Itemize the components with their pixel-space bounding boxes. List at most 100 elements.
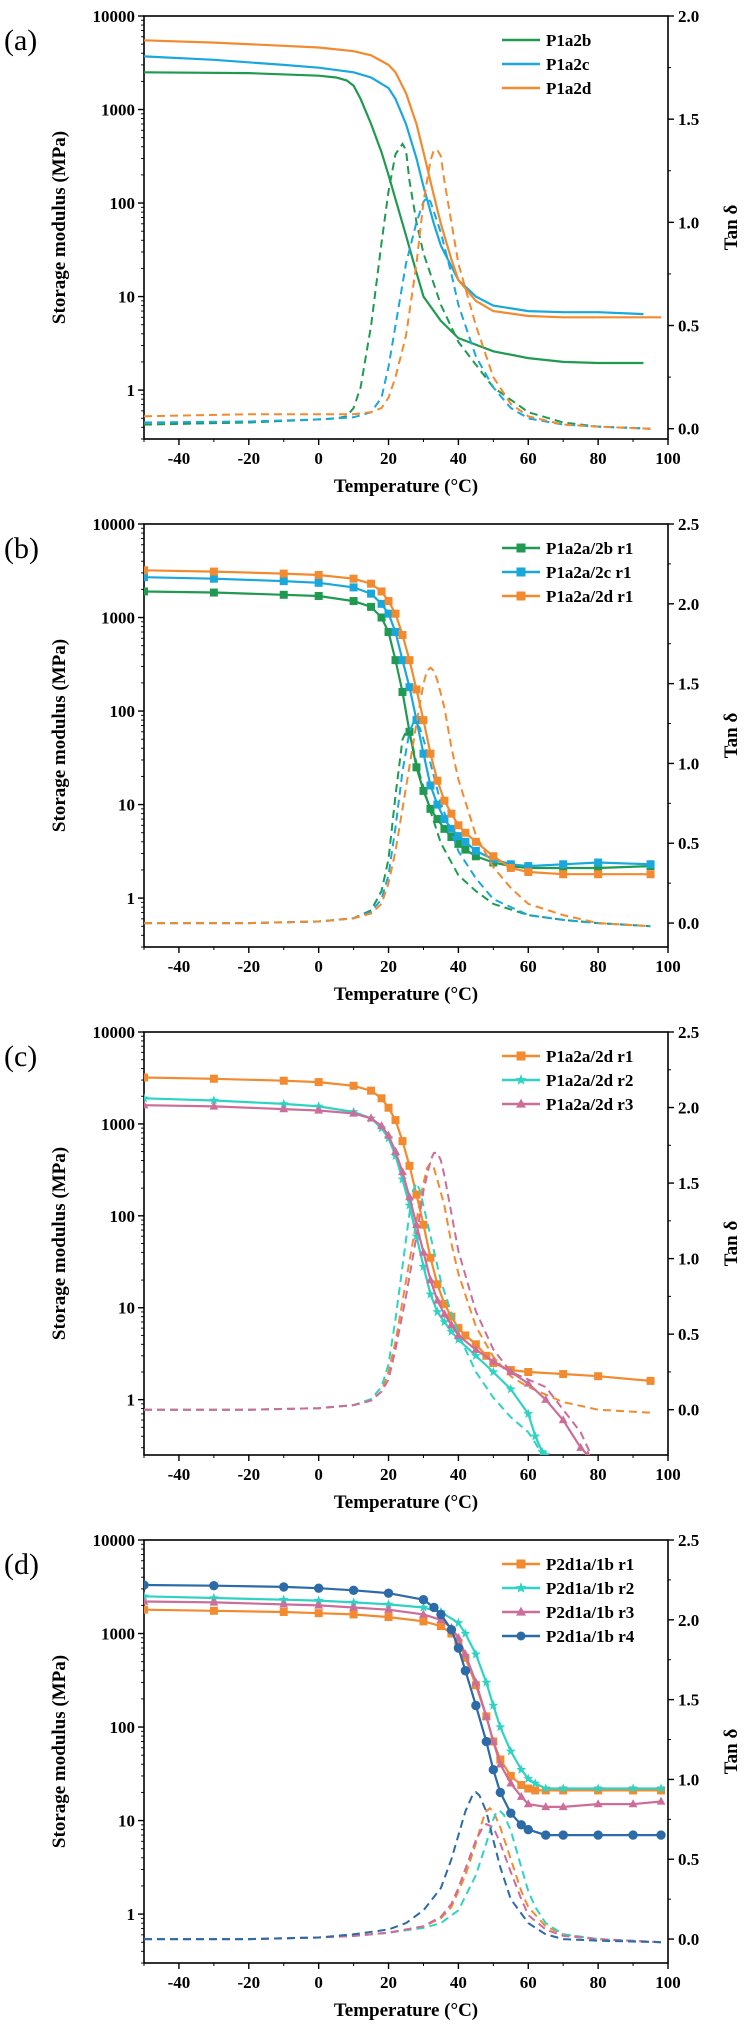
y-tick-label: 100 [110,702,136,721]
data-point [349,1602,358,1611]
legend-label: P1a2d [546,79,592,98]
data-point [530,1778,541,1788]
data-point [279,590,288,599]
data-point [436,1622,445,1631]
chart-panel: -40 -20 0 20 40 60 80 100 1 10 100 1000 10000 0.0 0.5 1… [4,1023,742,1513]
data-point [314,591,323,600]
legend-label: P1a2c [546,55,590,74]
y-tick-label: 1 [127,1905,136,1924]
data-point [144,1073,148,1082]
data-point [461,837,470,846]
data-point [489,852,498,861]
data-point [446,1624,457,1635]
series-layer [144,39,661,430]
legend-label: P1a2a/2d r1 [546,587,633,606]
data-point [594,858,603,867]
legend-label: P1a2a/2d r1 [546,1047,633,1066]
tan-delta-line [144,722,651,928]
data-point [279,1607,288,1616]
data-point [384,1613,393,1622]
legend-marker [516,567,526,577]
y2-tick-label: 0.5 [678,834,699,853]
y2-tick-label: 1.5 [678,1174,699,1193]
data-point [460,1649,470,1658]
data-point [278,1098,289,1109]
data-point [524,868,533,877]
storage-modulus-line [144,55,644,316]
x-tick-label: 0 [314,1465,323,1484]
data-point [523,1773,534,1783]
panel-label: (c) [4,1040,37,1073]
data-point [367,579,376,588]
data-point [384,628,393,637]
series-2 [144,1100,593,1455]
data-point [377,1094,386,1103]
x-tick-label: 80 [590,1973,607,1992]
data-point [471,1344,481,1353]
data-point [593,1830,603,1840]
data-point [384,597,393,606]
data-point [377,599,386,608]
data-point [471,837,480,846]
series-0 [144,1605,666,1944]
data-point [541,1394,551,1403]
x-tick-label: 20 [380,1973,397,1992]
data-point [540,1783,551,1793]
data-point [144,1591,149,1601]
data-point [384,609,393,618]
storage-modulus-line [144,1595,661,1790]
data-point [209,1597,219,1606]
data-point [278,1594,289,1604]
data-point [656,1783,666,1793]
data-point [398,1167,407,1176]
data-point [454,1633,463,1642]
data-point [377,1121,386,1130]
y2-tick-label: 2.0 [678,7,699,26]
y-tick-label: 100 [110,194,136,213]
legend-marker [515,1074,527,1085]
storage-modulus-line [144,1583,661,1837]
data-point [559,860,568,869]
tan-delta-line [144,1806,662,1944]
data-point [656,1830,666,1840]
data-point [209,574,218,583]
chart-panel: -40 -20 0 20 40 60 80 100 1 10 100 1000 10000 0.0 0.5 1… [4,515,742,1005]
y2-tick-label: 0.5 [678,317,699,336]
data-point [523,1824,533,1835]
data-point [426,749,435,758]
x-tick-label: 100 [655,957,681,976]
x-tick-label: 80 [590,449,607,468]
data-point [383,1588,394,1598]
tan-delta-line [144,1180,544,1455]
data-point [279,1076,288,1085]
plot-frame [143,523,669,948]
data-point [412,1219,421,1228]
y-tick-label: 10000 [93,515,136,534]
legend-marker [516,1051,526,1061]
series-1 [144,55,651,430]
y2-tick-label: 0.5 [678,1850,699,1869]
data-point [314,570,323,579]
legend-label: P2d1a/1b r2 [546,1579,634,1598]
tan-delta-line [144,142,651,430]
x-tick-label: 0 [314,1973,323,1992]
y-tick-label: 10 [118,1812,135,1831]
series-2 [144,566,655,928]
series-2 [144,39,661,430]
tan-delta-line [144,1790,662,1944]
data-point [432,1306,443,1317]
legend: P1a2a/2d r1 P1a2a/2d r2 P1a2a/2d r3 [502,1047,633,1114]
legend-label: P1a2a/2b r1 [546,539,633,558]
data-point [144,1605,148,1614]
legend: P1a2a/2b r1 P1a2a/2c r1 P1a2a/2d r1 [502,539,633,606]
x-tick-label: 60 [520,1465,537,1484]
x-axis-title: Temperature (°C) [334,2000,478,2021]
tan-delta-line [144,1810,662,1944]
legend-label: P2d1a/1b r4 [546,1627,635,1646]
data-point [558,1830,568,1840]
data-point [426,1275,435,1284]
data-point [209,1101,219,1110]
y-tick-label: 1 [127,1391,136,1410]
data-point [366,1113,376,1122]
data-point [419,716,428,725]
